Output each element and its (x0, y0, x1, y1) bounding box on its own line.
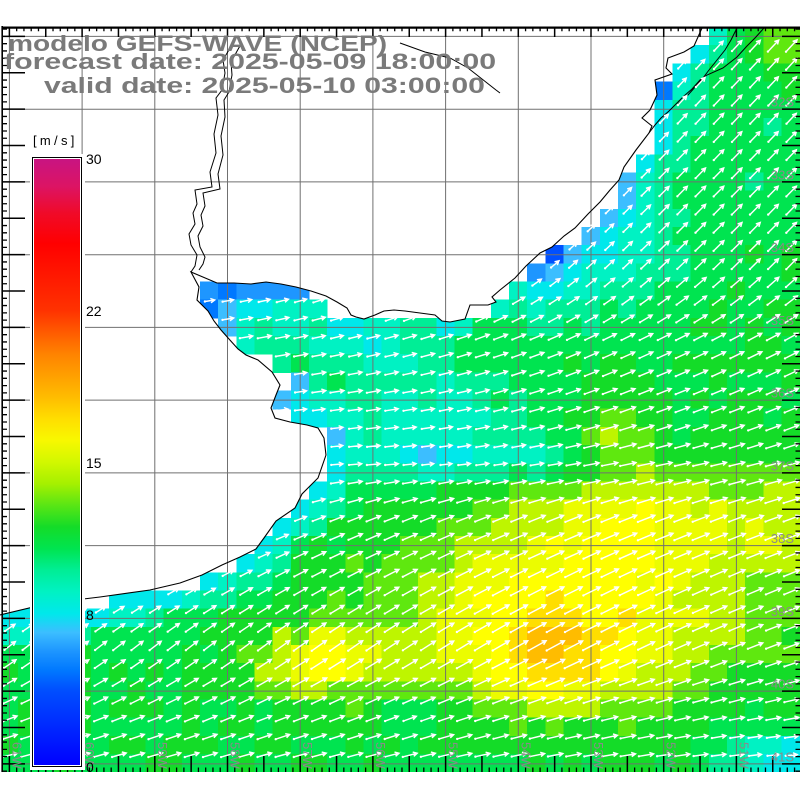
svg-text:61W: 61W (9, 742, 24, 769)
svg-text:35S: 35S (771, 313, 794, 328)
svg-text:59W: 59W (155, 742, 170, 769)
svg-text:55W: 55W (446, 742, 461, 769)
svg-text:34S: 34S (771, 240, 794, 255)
svg-text:40S: 40S (771, 677, 794, 692)
svg-text:32S: 32S (771, 95, 794, 110)
svg-text:56W: 56W (373, 742, 388, 769)
svg-text:53W: 53W (591, 742, 606, 769)
svg-text:41S: 41S (771, 749, 794, 764)
svg-text:54W: 54W (518, 742, 533, 769)
svg-text:36S: 36S (771, 386, 794, 401)
svg-text:39S: 39S (771, 604, 794, 619)
svg-text:58W: 58W (228, 742, 243, 769)
svg-text:51W: 51W (736, 742, 751, 769)
svg-text:60W: 60W (82, 742, 97, 769)
svg-text:52W: 52W (664, 742, 679, 769)
svg-text:37S: 37S (771, 458, 794, 473)
svg-text:33S: 33S (771, 167, 794, 182)
svg-text:57W: 57W (300, 742, 315, 769)
svg-text:38S: 38S (771, 531, 794, 546)
